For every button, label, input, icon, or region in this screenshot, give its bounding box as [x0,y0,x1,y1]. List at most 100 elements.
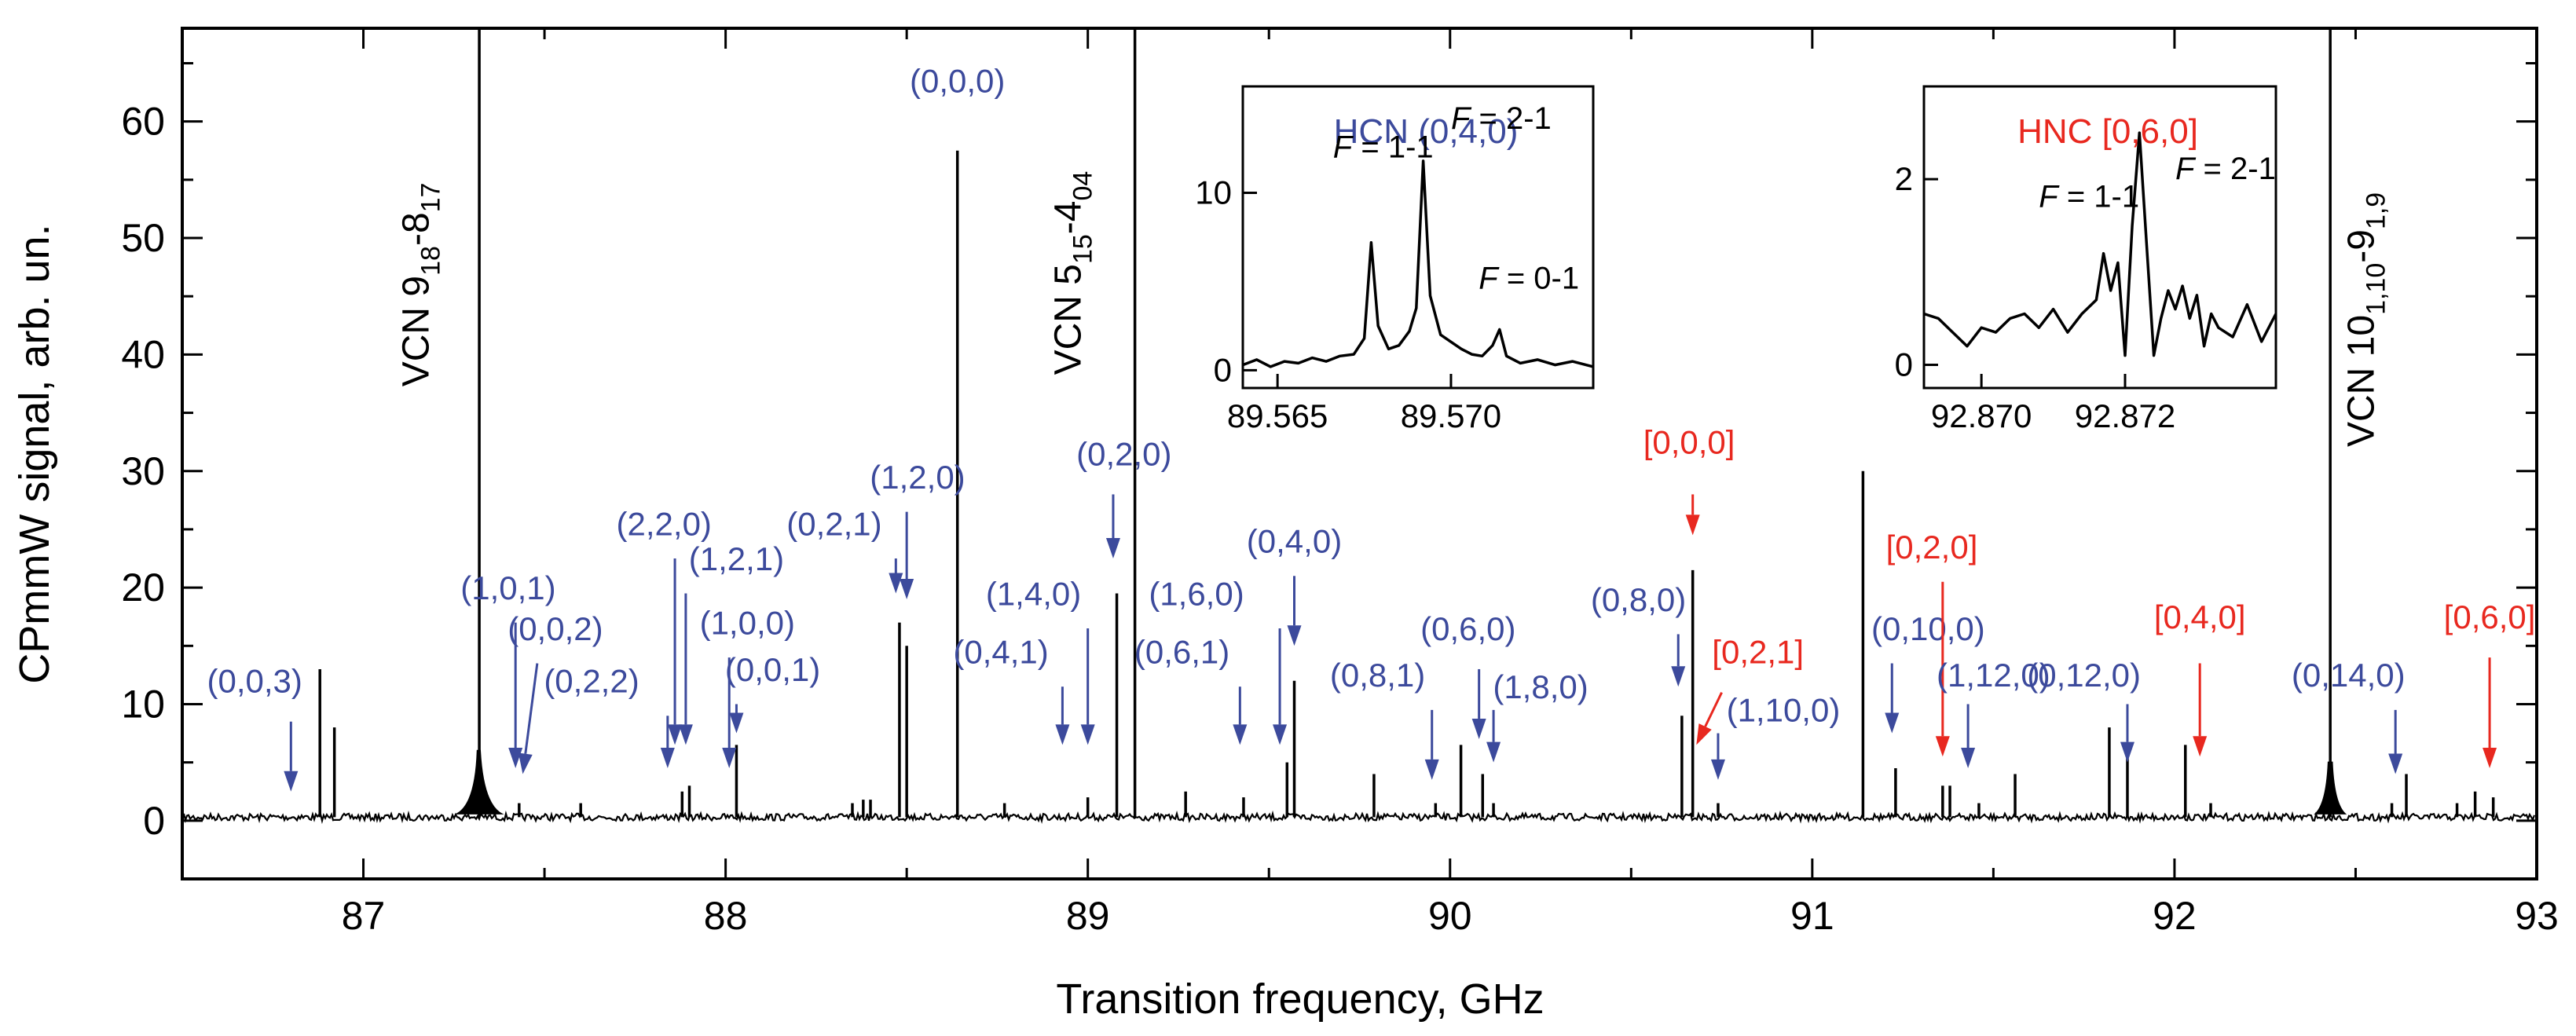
peak-label: (0,2,2) [544,663,639,700]
peak-label: (0,12,0) [2027,657,2141,694]
peak-arrow-head [2483,748,2497,769]
spectrum-baseline [182,810,2536,825]
peak-label: (0,10,0) [1871,610,1985,647]
peak-arrow-head [722,748,737,769]
peak-arrow-head [2120,741,2134,763]
inset-y-tick-label: 0 [1895,346,1913,383]
peak-arrow-head [900,578,914,599]
peak-arrow-head [2193,736,2208,757]
peak-arrow-head [1055,724,1070,745]
peak-label: (1,4,0) [986,575,1081,612]
hnc-inset: 92.870 92.872 0 2 HNC [0,6,0] F = 1-1 F = 2-1 [1895,85,2277,434]
y-tick-label: 50 [121,216,165,260]
peak-arrow-head [518,752,533,774]
peak-label: (0,2,1) [786,505,881,542]
inset-x-tick-label: 89.570 [1401,397,1501,434]
inset-y-tick-label: 2 [1895,160,1913,197]
peak-arrow-head [668,724,683,745]
vcn-label: VCN 101,10-91,9 [2341,192,2391,447]
peak-arrow-head [1486,741,1501,763]
hyperfine-label: F = 2-1 [2175,152,2276,186]
inset-y-tick-label: 0 [1214,351,1232,388]
peak-label: (0,8,1) [1330,657,1425,694]
peak-arrow-head [1885,712,1900,734]
x-axis-ticks: 87 88 89 90 91 92 93 [181,28,2559,938]
hyperfine-label: F = 2-1 [1451,101,1552,136]
hcn-inset: 89.565 89.570 0 10 HCN (0,4,0)F = 1-1 F = 2-1… [1195,85,1595,434]
x-tick-label: 89 [1066,894,1110,938]
peak-label: (0,4,0) [1247,523,1342,560]
peak-arrow-head [1273,724,1288,745]
peak-arrow-head [1671,666,1686,687]
peak-label: (1,12,0) [1937,657,2050,694]
hyperfine-label: F = 1-1 [2039,180,2139,214]
x-tick-label: 90 [1428,894,1472,938]
x-tick-label: 88 [704,894,748,938]
peak-arrow-head [889,573,903,594]
inset-frame [1922,85,2277,390]
y-tick-label: 60 [121,100,165,144]
peak-label: (0,8,0) [1591,581,1686,618]
peak-label: (0,0,0) [910,63,1005,100]
spectrum-series [182,28,2536,825]
vcn-label: VCN 515-404 [1047,171,1097,375]
peak-arrow-head [1287,625,1302,646]
peak-label: (1,10,0) [1727,692,1841,729]
peak-label: (1,2,0) [870,459,965,496]
y-tick-label: 10 [121,682,165,726]
plot-frame [181,27,2538,880]
peak-arrow-head [1696,723,1712,745]
x-tick-label: 92 [2153,894,2197,938]
inset-x-tick-label: 92.872 [2075,397,2175,434]
peak-label: (0,0,3) [207,663,302,700]
peak-label: [0,6,0] [2444,599,2536,635]
peak-label: (0,14,0) [2292,657,2406,694]
peak-label: (0,4,1) [953,634,1048,671]
x-tick-label: 91 [1790,894,1834,938]
peak-label: (1,2,1) [689,540,784,577]
peak-label: [0,2,0] [1886,529,1978,566]
peak-arrow-head [1685,514,1700,536]
peak-arrow-head [1105,538,1120,559]
y-tick-label: 30 [121,449,165,493]
peak-label: (1,6,0) [1149,575,1244,612]
peak-label: [0,0,0] [1643,424,1735,461]
peak-label: (0,6,1) [1134,634,1229,671]
x-axis-title: Transition frequency, GHz [1056,976,1544,1023]
inset-trace [1242,159,1594,368]
peak-arrow-shaft [524,663,539,754]
inset-y-tick-label: 10 [1195,174,1232,211]
peak-arrow-head [508,748,523,769]
x-tick-label: 87 [342,894,386,938]
peak-arrow-shaft [1704,691,1723,727]
y-tick-label: 20 [121,566,165,610]
vcn-labels: VCN 918-817 VCN 515-404 VCN 101,10-91,9 [396,171,2391,447]
peak-arrow-head [1080,724,1095,745]
peak-annotations: (0,0,3)(1,0,1)(0,0,2)(0,2,2)(2,2,0)(1,2,… [207,63,2536,792]
peak-label: (0,2,0) [1076,435,1171,472]
vcn-label: VCN 918-817 [396,183,446,387]
inset-x-tick-label: 92.870 [1931,397,2032,434]
y-tick-label: 0 [143,799,165,843]
peak-arrow-head [678,724,693,745]
peak-label: (2,2,0) [617,505,712,542]
peak-arrow-head [1424,759,1439,780]
peak-label: (0,0,1) [725,651,820,688]
peak-label: [0,2,1] [1712,634,1804,671]
peak-label: (1,0,0) [700,604,795,641]
peak-label: (1,0,1) [460,569,555,606]
hyperfine-label: F = 1-1 [1333,130,1434,164]
peak-label: (0,0,2) [508,610,603,647]
inset-title: HNC [0,6,0] [2017,112,2198,151]
inset-title: HCN (0,4,0) [1334,112,1519,151]
inset-x-tick-label: 89.565 [1227,397,1328,434]
peak-label: (0,6,0) [1420,610,1515,647]
peak-label: (1,8,0) [1493,668,1588,705]
peak-arrow-head [2388,753,2403,774]
peak-arrow-head [1471,718,1486,739]
peak-label: [0,4,0] [2154,599,2246,635]
inset-trace [1923,131,2277,357]
